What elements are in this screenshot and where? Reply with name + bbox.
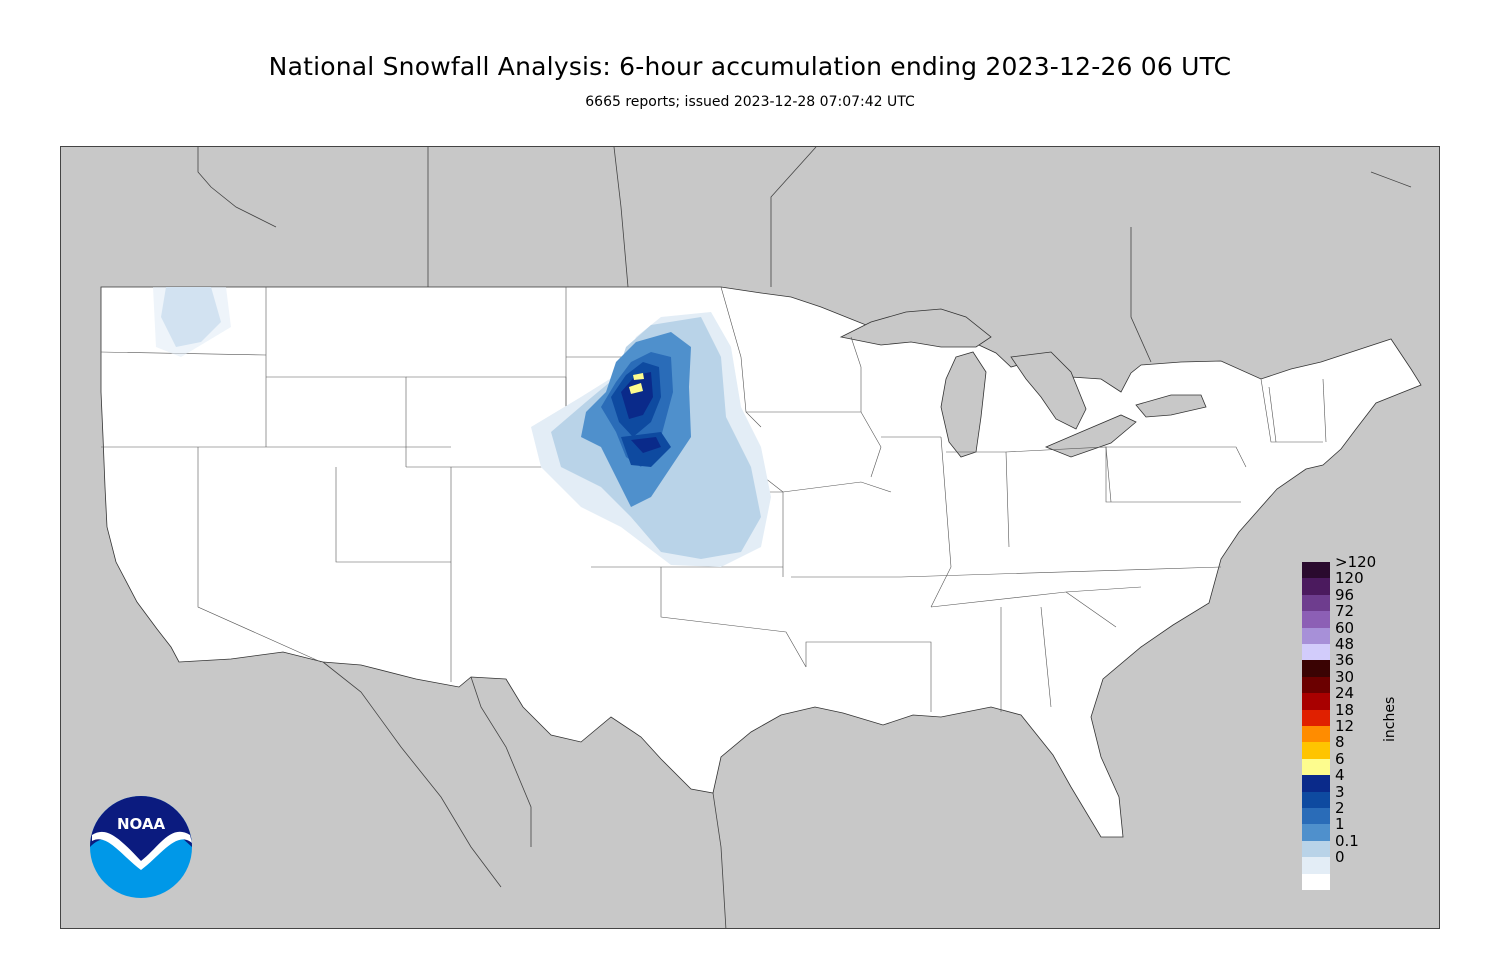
snowfall-shading [153, 287, 771, 567]
legend-label: 0.1 [1335, 831, 1359, 850]
legend-label: 36 [1335, 651, 1355, 670]
legend-label: 24 [1335, 684, 1355, 703]
legend-label: 60 [1335, 618, 1355, 637]
legend-label: 4 [1335, 766, 1345, 785]
legend-label: 72 [1335, 602, 1355, 621]
lake-superior [839, 308, 992, 348]
legend-label: 8 [1335, 733, 1345, 752]
lake-erie [1044, 414, 1137, 458]
legend-swatch [1302, 693, 1330, 710]
legend-swatch [1302, 644, 1330, 661]
legend-swatch [1302, 578, 1330, 595]
legend-swatch [1302, 594, 1330, 612]
units-wrap: inches [1382, 697, 1402, 802]
legend-swatch [1302, 775, 1330, 792]
legend-swatch [1302, 840, 1330, 858]
legend-label: 48 [1335, 635, 1355, 653]
legend-swatch [1302, 742, 1330, 759]
legend-label: 12 [1335, 717, 1355, 735]
legend-swatch [1302, 726, 1330, 743]
legend-label: 0 [1335, 848, 1345, 867]
legend-label: 30 [1335, 667, 1355, 686]
legend-label: 2 [1335, 799, 1345, 817]
legend-swatch [1302, 660, 1330, 677]
lake-michigan [940, 351, 987, 458]
legend-swatch [1302, 611, 1330, 628]
legend-label: 1 [1335, 815, 1345, 834]
legend-swatch [1302, 824, 1330, 841]
legend-label: 96 [1335, 585, 1355, 604]
international-borders [197, 147, 1412, 928]
legend-swatch [1302, 562, 1330, 579]
us-land [100, 286, 1422, 838]
lake-ontario [1135, 394, 1207, 418]
lake-huron [1010, 351, 1087, 430]
legend-swatch [1302, 676, 1330, 694]
legend-label: 6 [1335, 749, 1345, 768]
legend-swatch [1302, 857, 1330, 874]
legend-swatch-zero [1302, 873, 1330, 890]
legend-swatch [1302, 808, 1330, 825]
legend-swatch [1302, 791, 1330, 808]
noaa-logo: NOAA [90, 796, 192, 898]
noaa-logo-text: NOAA [117, 815, 166, 833]
map-title: National Snowfall Analysis: 6-hour accum… [268, 52, 1232, 81]
snowfall-map[interactable] [60, 146, 1440, 929]
units-label: inches [1382, 696, 1398, 742]
map-canvas [100, 147, 1422, 928]
legend-label: 120 [1335, 569, 1364, 588]
legend-swatch [1302, 627, 1330, 644]
map-subtitle: 6665 reports; issued 2023-12-28 07:07:42… [585, 94, 915, 110]
legend-swatch [1302, 709, 1330, 726]
legend-swatch [1302, 758, 1330, 776]
legend-label: 18 [1335, 700, 1355, 719]
legend-label: >120 [1335, 553, 1377, 571]
legend-label: 3 [1335, 782, 1345, 801]
